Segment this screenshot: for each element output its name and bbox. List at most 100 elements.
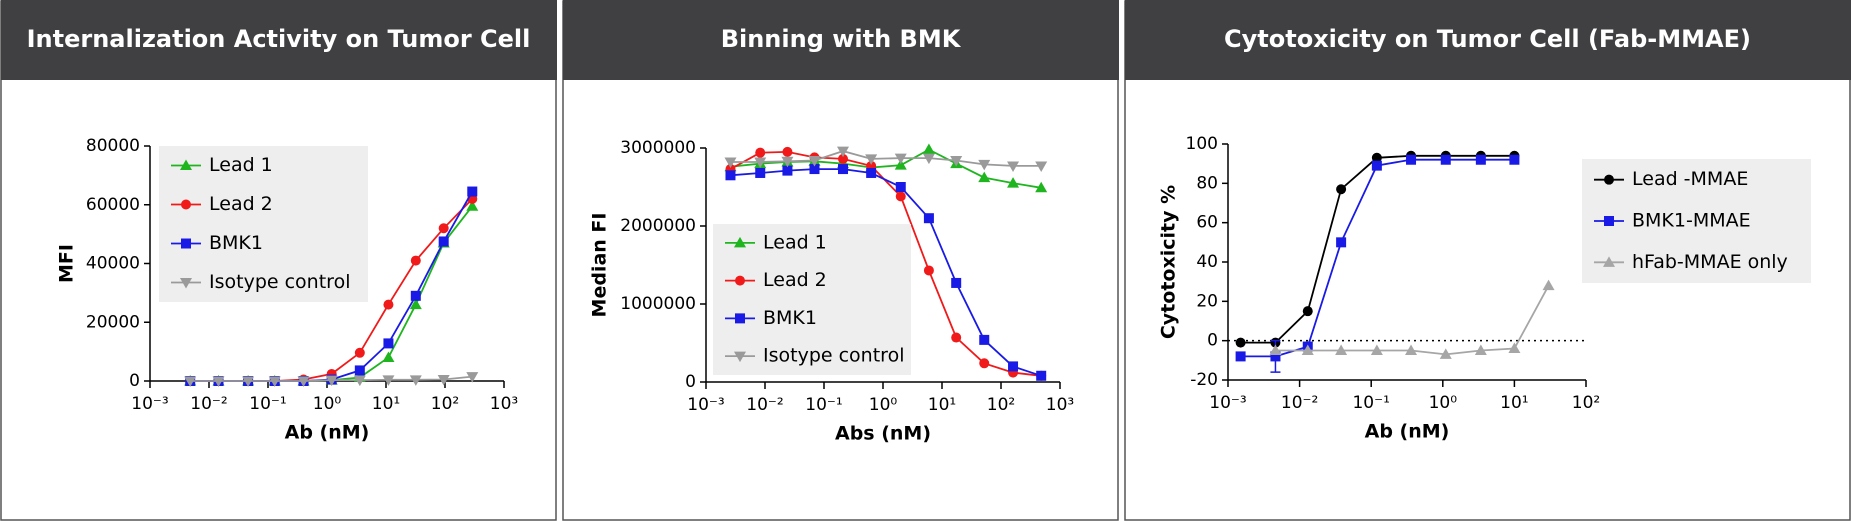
y-tick-label: 100 (1186, 134, 1218, 154)
legend-marker (1604, 174, 1614, 185)
data-point (1007, 177, 1020, 188)
x-tick-label: 10¹ (928, 395, 956, 415)
x-tick-label: 10² (987, 395, 1015, 415)
legend-marker (1603, 256, 1615, 267)
data-point (1036, 370, 1047, 381)
data-point (1270, 351, 1281, 362)
x-axis-label: Ab (nM) (285, 422, 370, 444)
data-point (1371, 152, 1382, 163)
data-point (895, 182, 906, 192)
legend-label: Isotype control (763, 345, 904, 367)
data-point (1301, 344, 1314, 355)
y-tick-label: 0 (1207, 331, 1218, 351)
y-tick-label: 20000 (86, 312, 140, 332)
data-point (808, 155, 821, 167)
data-point (409, 375, 422, 386)
data-point (1440, 154, 1451, 165)
legend-marker (735, 275, 745, 286)
data-point (383, 299, 394, 310)
panel-header (1125, 0, 1851, 80)
data-point (837, 146, 850, 158)
data-point (922, 143, 935, 155)
data-point (754, 157, 767, 169)
data-point (1035, 161, 1048, 172)
legend-label: Lead 1 (763, 231, 827, 253)
data-point (382, 351, 395, 362)
data-point (1542, 279, 1555, 291)
x-tick-label: 10⁰ (313, 394, 342, 414)
data-point (383, 338, 394, 349)
data-point (410, 290, 421, 301)
y-tick-label: 3000000 (620, 138, 696, 158)
data-point (382, 375, 395, 386)
y-tick-label: 1000000 (620, 294, 696, 314)
data-point (437, 375, 450, 386)
chart-title: Internalization Activity on Tumor Cell (27, 25, 531, 53)
x-tick-label: 10¹ (372, 394, 400, 414)
data-point (838, 164, 849, 175)
legend-marker (181, 238, 191, 249)
data-point (838, 153, 849, 164)
data-point (297, 376, 310, 387)
data-point (1336, 184, 1347, 195)
data-point (1474, 344, 1487, 355)
data-point (809, 164, 820, 175)
legend-label: BMK1 (209, 232, 263, 254)
data-point (1008, 361, 1019, 372)
y-tick-label: 80 (1196, 173, 1218, 193)
y-axis-label: Cytotoxicity % (1158, 185, 1180, 339)
x-tick-label: 10² (1572, 393, 1600, 413)
data-point (1405, 344, 1418, 355)
data-point (724, 157, 737, 169)
y-tick-label: 0 (129, 371, 140, 391)
data-point (410, 255, 421, 266)
x-tick-label: 10⁰ (869, 395, 898, 415)
data-point (978, 171, 991, 183)
x-tick-label: 10⁻¹ (1352, 393, 1389, 413)
x-axis-label: Abs (nM) (835, 423, 931, 445)
data-point (184, 376, 197, 387)
data-point (1302, 306, 1313, 317)
data-point (755, 147, 766, 158)
legend (159, 146, 368, 302)
legend-marker (1604, 216, 1614, 226)
data-point (866, 167, 877, 178)
data-point (1235, 337, 1246, 348)
data-point (978, 159, 991, 171)
data-point (951, 332, 962, 343)
y-tick-label: 40 (1196, 252, 1218, 272)
data-point (755, 167, 766, 178)
x-tick-label: 10³ (1046, 395, 1074, 415)
data-point (923, 213, 934, 224)
data-point (979, 358, 990, 369)
y-tick-label: 80000 (86, 136, 140, 156)
chart-title: Cytotoxicity on Tumor Cell (Fab-MMAE) (1224, 25, 1751, 53)
x-tick-label: 10⁰ (1429, 393, 1458, 413)
chart-title: Binning with BMK (721, 25, 962, 53)
data-point (1439, 348, 1452, 359)
legend-marker (734, 351, 746, 363)
data-point (438, 236, 449, 247)
legend-label: Lead -MMAE (1632, 168, 1748, 190)
data-point (353, 375, 366, 387)
panel-header (1, 0, 557, 80)
data-point (865, 154, 878, 165)
y-tick-label: 20 (1196, 291, 1218, 311)
x-tick-label: 10⁻¹ (249, 394, 286, 414)
y-axis-label: MFI (56, 244, 78, 283)
data-point (1235, 351, 1246, 362)
data-point (1371, 160, 1382, 171)
data-point (466, 372, 479, 383)
x-tick-label: 10⁻³ (1209, 393, 1246, 413)
y-tick-label: 60 (1196, 213, 1218, 233)
series-line (730, 150, 1042, 167)
panel-header (563, 0, 1119, 80)
x-tick-label: 10⁻² (190, 394, 227, 414)
y-tick-label: 40000 (86, 254, 140, 274)
data-point (923, 265, 934, 276)
legend-label: Lead 2 (763, 269, 827, 291)
data-point (979, 334, 990, 345)
data-point (950, 155, 963, 167)
data-point (1370, 344, 1383, 355)
